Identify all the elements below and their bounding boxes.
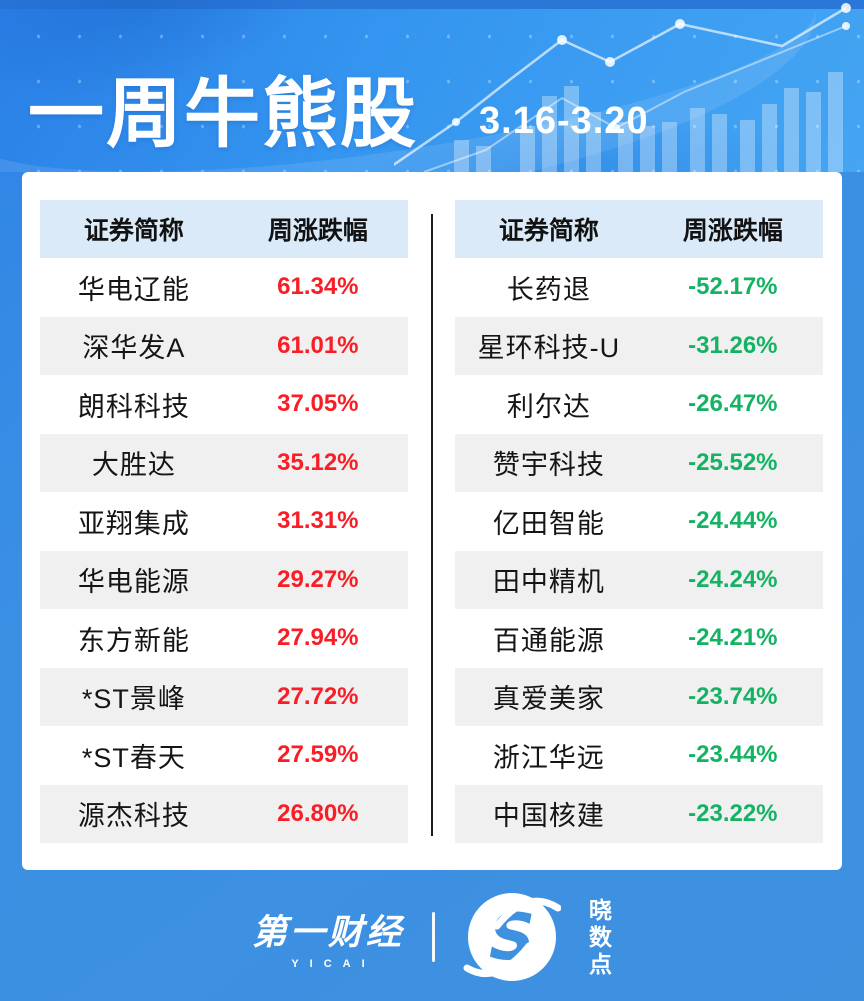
table-row: 长药退 -52.17% <box>455 258 823 317</box>
table-row: 深华发A 61.01% <box>40 316 408 375</box>
weekly-change-cell: -31.26% <box>688 331 778 359</box>
weekly-change-cell: 35.12% <box>277 448 359 476</box>
yicai-logo-subtext: YICAI <box>291 958 376 970</box>
date-range-label: 3.16-3.20 <box>479 100 649 142</box>
column-header-weekly-change: 周涨跌幅 <box>682 217 783 245</box>
weekly-change-cell: -23.74% <box>688 682 778 710</box>
stock-name-cell: 深华发A <box>82 333 186 364</box>
stock-name-cell: 华电辽能 <box>77 274 190 305</box>
weekly-change-cell: 37.05% <box>277 390 359 418</box>
stock-name-cell: 华电能源 <box>77 567 190 598</box>
yicai-logo-text: 第一财经 <box>251 913 404 952</box>
table-header-row: 证券简称 周涨跌幅 <box>40 200 408 258</box>
table-row: 田中精机 -24.24% <box>455 550 823 609</box>
weekly-change-cell: 31.31% <box>277 507 359 535</box>
losers-table: 证券简称 周涨跌幅 长药退 -52.17% 星环科技-U -31.26% 利尔达 -26.… <box>455 200 823 843</box>
table-row: 利尔达 -26.47% <box>455 375 823 434</box>
stock-name-cell: 利尔达 <box>506 391 591 422</box>
table-row: 亚翔集成 31.31% <box>40 492 408 551</box>
stock-name-cell: 大胜达 <box>91 450 176 481</box>
table-row: 朗科科技 37.05% <box>40 375 408 434</box>
column-header-stock-name: 证券简称 <box>498 217 599 245</box>
page-title: 一周牛熊股 <box>28 72 418 157</box>
brand-divider <box>432 912 435 962</box>
weekly-change-cell: -25.52% <box>688 448 778 476</box>
weekly-change-cell: 61.34% <box>277 273 359 301</box>
top-strip-decoration <box>0 0 864 9</box>
table-row: 浙江华远 -23.44% <box>455 726 823 785</box>
stock-name-cell: 东方新能 <box>77 625 190 656</box>
table-row: *ST春天 27.59% <box>40 726 408 785</box>
stock-name-cell: 赞宇科技 <box>492 450 605 481</box>
stock-name-cell: 田中精机 <box>492 567 605 598</box>
weekly-change-cell: 27.94% <box>277 624 359 652</box>
weekly-change-cell: -24.44% <box>688 507 778 535</box>
table-header-row: 证券简称 周涨跌幅 <box>455 200 823 258</box>
table-row: *ST景峰 27.72% <box>40 667 408 726</box>
stock-name-cell: *ST景峰 <box>81 684 186 715</box>
stock-name-cell: 真爱美家 <box>492 684 605 715</box>
table-divider <box>431 214 433 836</box>
weekly-change-cell: -24.24% <box>688 565 778 593</box>
weekly-change-cell: 29.27% <box>277 565 359 593</box>
weekly-change-cell: -52.17% <box>688 273 778 301</box>
table-row: 源杰科技 26.80% <box>40 784 408 843</box>
stock-name-cell: *ST春天 <box>81 742 186 773</box>
weekly-change-cell: -23.22% <box>688 799 778 827</box>
gainers-table: 证券简称 周涨跌幅 华电辽能 61.34% 深华发A 61.01% 朗科科技 37.05%… <box>40 200 408 843</box>
weekly-change-cell: 27.59% <box>277 741 359 769</box>
xiaoshudian-logo-text: 晓 数 点 <box>589 896 612 978</box>
table-row: 真爱美家 -23.74% <box>455 667 823 726</box>
weekly-change-cell: -26.47% <box>688 390 778 418</box>
stock-name-cell: 亚翔集成 <box>77 508 190 539</box>
content-panel: 证券简称 周涨跌幅 华电辽能 61.34% 深华发A 61.01% 朗科科技 37.05%… <box>22 172 842 870</box>
table-row: 大胜达 35.12% <box>40 433 408 492</box>
table-row: 赞宇科技 -25.52% <box>455 433 823 492</box>
weekly-change-cell: -23.44% <box>688 741 778 769</box>
yicai-logo: 第一财经 YICAI <box>252 904 404 970</box>
weekly-change-cell: 27.72% <box>277 682 359 710</box>
table-row: 星环科技-U -31.26% <box>455 316 823 375</box>
losers-table-body: 长药退 -52.17% 星环科技-U -31.26% 利尔达 -26.47% 赞宇科技 -25… <box>455 258 823 843</box>
gainers-table-body: 华电辽能 61.34% 深华发A 61.01% 朗科科技 37.05% 大胜达 35.12% 亚… <box>40 258 408 843</box>
weekly-change-cell: 26.80% <box>277 799 359 827</box>
stock-name-cell: 中国核建 <box>492 801 605 832</box>
dot-grid-decoration <box>0 0 864 172</box>
weekly-change-cell: 61.01% <box>277 331 359 359</box>
stock-chart-decoration-icon <box>394 3 851 172</box>
stock-name-cell: 浙江华远 <box>492 742 605 773</box>
brand-char: 数 <box>589 923 612 950</box>
table-row: 亿田智能 -24.44% <box>455 492 823 551</box>
table-row: 百通能源 -24.21% <box>455 609 823 668</box>
xiaoshudian-logo-icon: S <box>463 893 561 981</box>
stock-name-cell: 源杰科技 <box>77 801 190 832</box>
footer-branding: 第一财经 YICAI S 晓 数 点 <box>0 882 864 992</box>
stock-name-cell: 亿田智能 <box>492 508 605 539</box>
table-row: 华电能源 29.27% <box>40 550 408 609</box>
brand-char: 晓 <box>589 896 612 923</box>
table-row: 东方新能 27.94% <box>40 609 408 668</box>
stock-name-cell: 朗科科技 <box>77 391 190 422</box>
stock-name-cell: 百通能源 <box>492 625 605 656</box>
column-header-weekly-change: 周涨跌幅 <box>267 217 368 245</box>
table-row: 华电辽能 61.34% <box>40 258 408 317</box>
header-banner: 一周牛熊股 3.16-3.20 <box>0 0 864 172</box>
column-header-stock-name: 证券简称 <box>83 217 184 245</box>
weekly-change-cell: -24.21% <box>688 624 778 652</box>
stock-name-cell: 长药退 <box>506 274 591 305</box>
table-row: 中国核建 -23.22% <box>455 784 823 843</box>
stock-name-cell: 星环科技-U <box>477 333 621 364</box>
brand-char: 点 <box>589 951 612 978</box>
